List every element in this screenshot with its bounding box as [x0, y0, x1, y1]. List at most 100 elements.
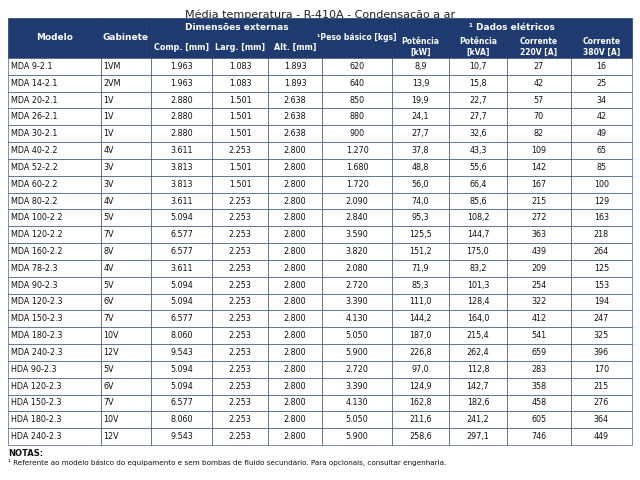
- Text: 659: 659: [531, 348, 547, 357]
- Bar: [100, 92, 151, 108]
- Bar: [100, 361, 151, 378]
- Text: 124,9: 124,9: [409, 382, 432, 391]
- Bar: [392, 108, 449, 125]
- Text: 3.390: 3.390: [346, 298, 369, 306]
- Bar: [449, 36, 507, 58]
- Bar: [151, 92, 212, 108]
- Text: 4V: 4V: [104, 196, 114, 205]
- Text: 272: 272: [531, 213, 547, 222]
- Text: 2.800: 2.800: [284, 163, 307, 172]
- Bar: [449, 108, 507, 125]
- Text: 364: 364: [594, 415, 609, 424]
- Bar: [507, 361, 571, 378]
- Text: 215: 215: [531, 196, 547, 205]
- Bar: [151, 243, 212, 260]
- Bar: [151, 294, 212, 311]
- Bar: [8, 226, 100, 243]
- Text: 2.253: 2.253: [228, 146, 252, 155]
- Bar: [268, 108, 322, 125]
- Bar: [507, 192, 571, 209]
- Bar: [151, 108, 212, 125]
- Bar: [322, 58, 392, 75]
- Text: 32,6: 32,6: [469, 129, 486, 138]
- Bar: [449, 226, 507, 243]
- Bar: [507, 176, 571, 192]
- Bar: [268, 226, 322, 243]
- Text: 2.253: 2.253: [228, 415, 252, 424]
- Bar: [449, 344, 507, 361]
- Bar: [507, 243, 571, 260]
- Text: 5.094: 5.094: [170, 365, 193, 374]
- Bar: [100, 260, 151, 277]
- Text: 1.270: 1.270: [346, 146, 369, 155]
- Bar: [151, 226, 212, 243]
- Bar: [212, 92, 268, 108]
- Text: 2.800: 2.800: [284, 415, 307, 424]
- Text: 2.638: 2.638: [284, 112, 307, 121]
- Text: 5V: 5V: [104, 213, 115, 222]
- Text: 746: 746: [531, 432, 547, 441]
- Bar: [268, 192, 322, 209]
- Bar: [212, 327, 268, 344]
- Text: 2.253: 2.253: [228, 398, 252, 408]
- Text: 620: 620: [349, 62, 365, 71]
- Text: 322: 322: [531, 298, 547, 306]
- Bar: [268, 327, 322, 344]
- Bar: [212, 75, 268, 92]
- Text: 258,6: 258,6: [409, 432, 432, 441]
- Text: 4V: 4V: [104, 264, 114, 273]
- Bar: [392, 344, 449, 361]
- Text: 2.840: 2.840: [346, 213, 369, 222]
- Text: 74,0: 74,0: [412, 196, 429, 205]
- Text: 412: 412: [531, 314, 547, 324]
- Bar: [212, 260, 268, 277]
- Bar: [507, 411, 571, 428]
- Text: MDA 9-2.1: MDA 9-2.1: [11, 62, 52, 71]
- Text: 2.800: 2.800: [284, 180, 307, 189]
- Bar: [392, 58, 449, 75]
- Bar: [268, 159, 322, 176]
- Bar: [571, 327, 632, 344]
- Bar: [449, 58, 507, 75]
- Text: HDA 240-2.3: HDA 240-2.3: [11, 432, 61, 441]
- Text: 82: 82: [534, 129, 544, 138]
- Bar: [212, 294, 268, 311]
- Text: 2.800: 2.800: [284, 331, 307, 340]
- Bar: [392, 311, 449, 327]
- Bar: [392, 260, 449, 277]
- Text: 3.813: 3.813: [170, 163, 193, 172]
- Bar: [268, 344, 322, 361]
- Bar: [322, 411, 392, 428]
- Bar: [571, 344, 632, 361]
- Bar: [507, 209, 571, 226]
- Text: 900: 900: [349, 129, 365, 138]
- Bar: [268, 395, 322, 411]
- Text: 5.050: 5.050: [346, 331, 369, 340]
- Text: 56,0: 56,0: [412, 180, 429, 189]
- Bar: [212, 428, 268, 445]
- Bar: [507, 226, 571, 243]
- Text: 66,4: 66,4: [469, 180, 486, 189]
- Bar: [8, 378, 100, 395]
- Text: 215: 215: [594, 382, 609, 391]
- Text: 7V: 7V: [104, 398, 115, 408]
- Text: 42: 42: [534, 79, 544, 88]
- Bar: [322, 142, 392, 159]
- Text: 5.050: 5.050: [346, 415, 369, 424]
- Bar: [571, 243, 632, 260]
- Text: 264: 264: [594, 247, 609, 256]
- Text: 2.253: 2.253: [228, 314, 252, 324]
- Bar: [8, 311, 100, 327]
- Bar: [449, 378, 507, 395]
- Text: 6.577: 6.577: [170, 230, 193, 239]
- Bar: [151, 176, 212, 192]
- Bar: [449, 361, 507, 378]
- Bar: [100, 378, 151, 395]
- Text: 43,3: 43,3: [469, 146, 486, 155]
- Text: 449: 449: [594, 432, 609, 441]
- Bar: [151, 192, 212, 209]
- Bar: [322, 92, 392, 108]
- Text: 2.720: 2.720: [346, 365, 369, 374]
- Bar: [392, 428, 449, 445]
- Bar: [212, 344, 268, 361]
